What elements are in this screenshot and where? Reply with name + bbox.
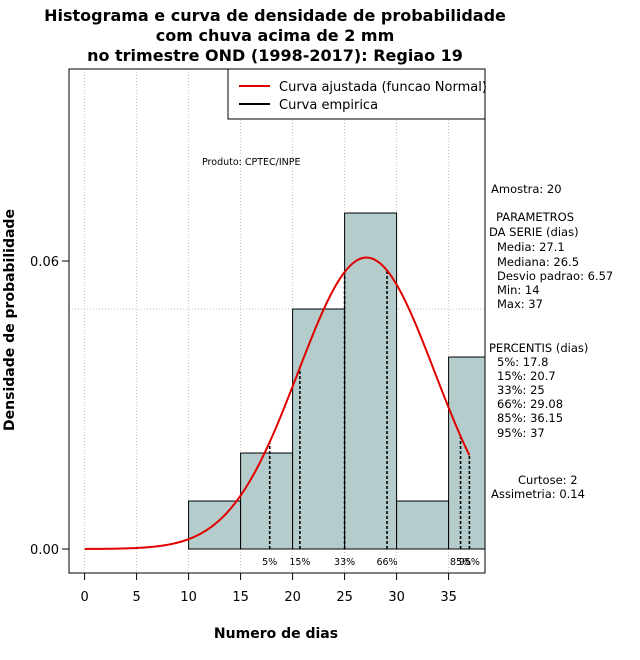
legend-box bbox=[227, 68, 486, 120]
legend: Curva ajustada (funcao Normal) Curva emp… bbox=[227, 68, 487, 120]
stat-param-title-1: PARAMETROS bbox=[496, 210, 574, 224]
stat-curtose: Curtose: 2 bbox=[518, 473, 578, 487]
chart-title-line-3: no trimestre OND (1998-2017): Regiao 19 bbox=[87, 46, 463, 65]
x-tick-label: 30 bbox=[388, 590, 405, 605]
percentile-lines: 5% 15% 33% 66% 85%95% bbox=[262, 270, 480, 568]
stat-p95: 95%: 37 bbox=[497, 426, 545, 440]
y-axis: 0.00 0.06 bbox=[30, 255, 69, 558]
side-statistics: Amostra: 20 PARAMETROS DA SERIE (dias) M… bbox=[489, 182, 613, 501]
percentile-label: 95% bbox=[459, 557, 480, 568]
stat-max: Max: 37 bbox=[497, 297, 543, 311]
x-tick-label: 5 bbox=[132, 590, 140, 605]
chart-title-line-1: Histograma e curva de densidade de proba… bbox=[44, 6, 506, 25]
percentile-label: 33% bbox=[334, 557, 355, 568]
stat-mediana: Mediana: 26.5 bbox=[497, 255, 579, 269]
chart-title-line-2: com chuva acima de 2 mm bbox=[156, 26, 395, 45]
product-label: Produto: CPTEC/INPE bbox=[202, 157, 301, 168]
histogram-bars bbox=[188, 212, 486, 550]
normal-density-curve bbox=[84, 256, 471, 550]
legend-label-empirical: Curva empirica bbox=[279, 98, 378, 113]
histogram-bar bbox=[344, 212, 398, 550]
x-tick-label: 35 bbox=[440, 590, 457, 605]
stat-p15: 15%: 20.7 bbox=[497, 369, 556, 383]
percentile-label: 15% bbox=[289, 557, 310, 568]
x-tick-label: 25 bbox=[336, 590, 353, 605]
x-tick-label: 20 bbox=[284, 590, 301, 605]
stat-amostra: Amostra: 20 bbox=[491, 182, 562, 196]
histogram-bar bbox=[396, 500, 450, 550]
stat-p5: 5%: 17.8 bbox=[497, 355, 548, 369]
x-tick-label: 0 bbox=[80, 590, 88, 605]
histogram-bar bbox=[448, 356, 486, 550]
histogram-bar bbox=[240, 452, 294, 550]
stat-p85: 85%: 36.15 bbox=[497, 411, 563, 425]
stat-param-title-2: DA SERIE (dias) bbox=[489, 225, 579, 239]
stat-p33: 33%: 25 bbox=[497, 383, 545, 397]
stat-perc-title: PERCENTIS (dias) bbox=[489, 341, 588, 355]
stat-desvio: Desvio padrao: 6.57 bbox=[497, 269, 613, 283]
x-tick-label: 15 bbox=[232, 590, 249, 605]
stat-p66: 66%: 29.08 bbox=[497, 397, 563, 411]
legend-label-fitted: Curva ajustada (funcao Normal) bbox=[279, 80, 487, 95]
x-axis-label: Numero de dias bbox=[214, 626, 338, 642]
percentile-label: 85% bbox=[450, 557, 471, 568]
x-axis: 0 5 10 15 20 25 30 35 bbox=[80, 573, 457, 605]
histogram-bar bbox=[292, 308, 346, 550]
percentile-label: 5% bbox=[262, 557, 277, 568]
y-axis-label: Densidade de probabilidade bbox=[2, 209, 18, 431]
percentile-label: 66% bbox=[376, 557, 397, 568]
stat-media: Media: 27.1 bbox=[497, 240, 565, 254]
stat-min: Min: 14 bbox=[497, 283, 540, 297]
stat-assimetria: Assimetria: 0.14 bbox=[491, 487, 585, 501]
x-tick-label: 10 bbox=[180, 590, 197, 605]
y-tick-label: 0.00 bbox=[30, 543, 59, 558]
y-tick-label: 0.06 bbox=[30, 255, 59, 270]
